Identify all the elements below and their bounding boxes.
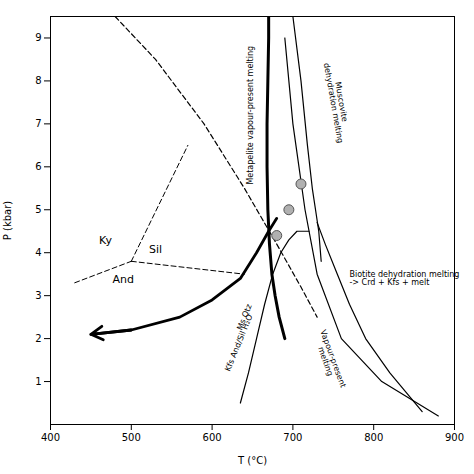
svg-text:600: 600 xyxy=(203,432,222,443)
svg-text:2: 2 xyxy=(35,333,41,344)
svg-text:Kfs And/Sil H₂O: Kfs And/Sil H₂O xyxy=(223,313,254,373)
svg-text:P (kbar): P (kbar) xyxy=(2,201,13,240)
svg-text:8: 8 xyxy=(35,75,41,86)
svg-text:7: 7 xyxy=(35,118,41,129)
svg-text:And: And xyxy=(112,273,133,286)
svg-text:400: 400 xyxy=(41,432,60,443)
svg-text:6: 6 xyxy=(35,161,41,172)
svg-text:500: 500 xyxy=(122,432,141,443)
svg-text:T (°C): T (°C) xyxy=(237,455,267,466)
svg-text:800: 800 xyxy=(364,432,383,443)
svg-text:3: 3 xyxy=(35,290,41,301)
svg-text:Muscovitedehydration melting: Muscovitedehydration melting xyxy=(322,61,353,144)
svg-text:900: 900 xyxy=(445,432,464,443)
svg-text:4: 4 xyxy=(35,247,41,258)
svg-text:5: 5 xyxy=(35,204,41,215)
svg-text:Sil: Sil xyxy=(149,243,162,256)
svg-text:700: 700 xyxy=(283,432,302,443)
svg-text:Metapelite vapour-present melt: Metapelite vapour-present melting xyxy=(246,46,255,185)
svg-text:Biotite dehydration melting->: Biotite dehydration melting-> Crd + Kfs … xyxy=(349,270,459,287)
svg-text:9: 9 xyxy=(35,32,41,43)
svg-text:1: 1 xyxy=(35,376,41,387)
svg-text:Vapour-presentmelting: Vapour-presentmelting xyxy=(311,329,348,392)
svg-text:Ms Qtz: Ms Qtz xyxy=(235,302,254,332)
svg-text:Ky: Ky xyxy=(99,234,112,247)
